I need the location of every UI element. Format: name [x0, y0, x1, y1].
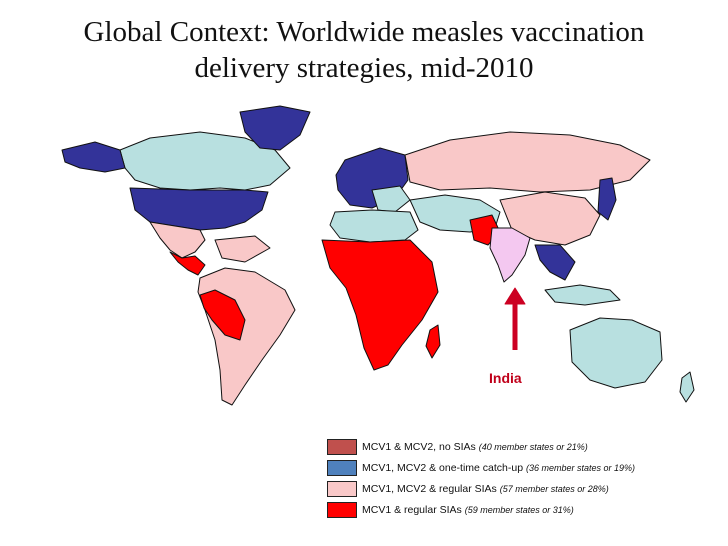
region-central-america	[169, 251, 206, 276]
legend-label: MCV1 & regular SIAs	[362, 503, 462, 516]
region-new-zealand	[679, 371, 695, 403]
title-line-2: delivery strategies, mid-2010	[194, 52, 534, 84]
legend-note: (59 member states or 31%)	[464, 504, 574, 515]
region-europe-light	[371, 185, 411, 213]
legend-swatch	[327, 501, 357, 518]
india-arrow	[504, 287, 526, 350]
region-greenland	[239, 105, 311, 151]
region-madagascar	[425, 324, 441, 359]
legend-swatch	[327, 480, 357, 497]
legend-note: (36 member states or 19%)	[525, 462, 636, 473]
legend-item: MCV1 & regular SIAs (59 member states or…	[327, 500, 707, 519]
region-japan	[597, 177, 617, 221]
region-australia	[569, 317, 663, 389]
map-legend: MCV1 & MCV2, no SIAs (40 member states o…	[327, 437, 707, 521]
region-canada	[119, 131, 291, 191]
region-southeast-asia	[534, 244, 576, 281]
region-south-america-red	[199, 289, 246, 341]
title-line-1: Global Context: Worldwide measles vaccin…	[83, 16, 645, 48]
legend-item: MCV1, MCV2 & regular SIAs (57 member sta…	[327, 479, 707, 498]
slide-title: Global Context: Worldwide measles vaccin…	[20, 14, 708, 86]
region-caribbean	[214, 235, 271, 263]
region-usa	[129, 187, 269, 231]
region-north-africa	[329, 209, 419, 243]
legend-label: MCV1 & MCV2, no SIAs	[362, 440, 476, 453]
region-indonesia	[544, 284, 621, 306]
legend-item: MCV1 & MCV2, no SIAs (40 member states o…	[327, 437, 707, 456]
legend-label: MCV1, MCV2 & regular SIAs	[362, 482, 497, 495]
region-india	[489, 227, 531, 283]
legend-swatch	[327, 438, 357, 455]
legend-label: MCV1, MCV2 & one-time catch-up	[362, 461, 524, 474]
legend-item: MCV1, MCV2 & one-time catch-up (36 membe…	[327, 458, 707, 477]
region-mexico	[149, 221, 206, 259]
region-africa	[321, 239, 439, 371]
legend-swatch	[327, 459, 357, 476]
region-south-america	[197, 267, 296, 406]
legend-note: (40 member states or 21%)	[478, 441, 588, 452]
india-annotation-label: India	[489, 370, 522, 386]
region-russia	[404, 131, 651, 193]
legend-note: (57 member states or 28%)	[499, 483, 609, 494]
region-alaska	[61, 141, 126, 173]
